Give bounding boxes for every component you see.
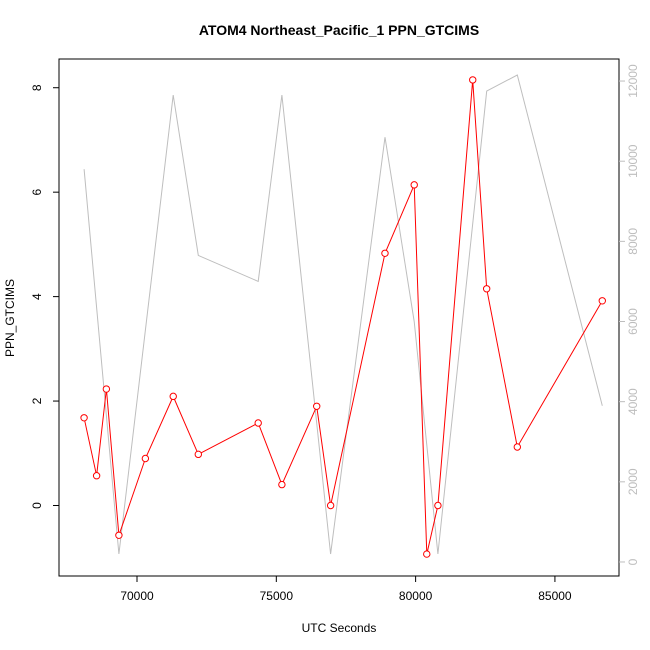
series-line-left: [83, 79, 603, 555]
data-point: [194, 450, 203, 459]
series-layer: [80, 74, 606, 558]
data-point: [80, 414, 88, 422]
data-point: [169, 392, 177, 401]
y-axis-label: PPN_GTCIMS: [3, 279, 17, 357]
y-tick-label-right: 2000: [626, 468, 640, 495]
data-point: [598, 297, 606, 305]
data-point: [434, 501, 442, 510]
data-point: [102, 385, 111, 393]
data-point: [381, 249, 389, 257]
data-point: [482, 285, 491, 293]
y-tick-label-right: 6000: [626, 308, 640, 335]
data-point: [115, 531, 123, 539]
data-point: [313, 402, 321, 410]
y-tick-label-right: 0: [626, 558, 640, 565]
data-point: [410, 181, 418, 189]
x-tick-label: 80000: [399, 589, 433, 603]
data-point: [278, 480, 286, 489]
y-tick-label-left: 6: [30, 189, 44, 196]
data-point: [254, 419, 262, 427]
data-point: [469, 76, 477, 84]
y-tick-label-left: 0: [30, 502, 44, 509]
y-tick-label-right: 12000: [626, 64, 640, 98]
y-tick-label-left: 2: [30, 397, 44, 404]
x-tick-label: 75000: [260, 589, 294, 603]
y-tick-label-right: 4000: [626, 388, 640, 415]
data-point: [326, 501, 335, 510]
data-point: [513, 443, 522, 451]
chart-title: ATOM4 Northeast_Pacific_1 PPN_GTCIMS: [199, 22, 479, 38]
data-point: [423, 550, 431, 558]
data-point: [141, 454, 150, 463]
x-tick-label: 70000: [120, 589, 154, 603]
y-axis-right: 0 2000 4000 6000 8000 10000 12000: [619, 64, 640, 565]
plot-frame: [58, 58, 620, 577]
y-tick-label-left: 8: [30, 84, 44, 91]
x-axis-label: UTC Seconds: [302, 621, 377, 635]
x-tick-label: 85000: [538, 589, 572, 603]
data-point: [92, 472, 101, 480]
x-axis: 70000 75000 80000 85000: [120, 576, 572, 603]
series-line-right: [83, 74, 603, 555]
y-tick-label-right: 8000: [626, 228, 640, 255]
y-axis-left: 0 2 4 6 8: [30, 84, 59, 509]
y-tick-label-right: 10000: [626, 144, 640, 178]
y-tick-label-left: 4: [30, 293, 44, 300]
